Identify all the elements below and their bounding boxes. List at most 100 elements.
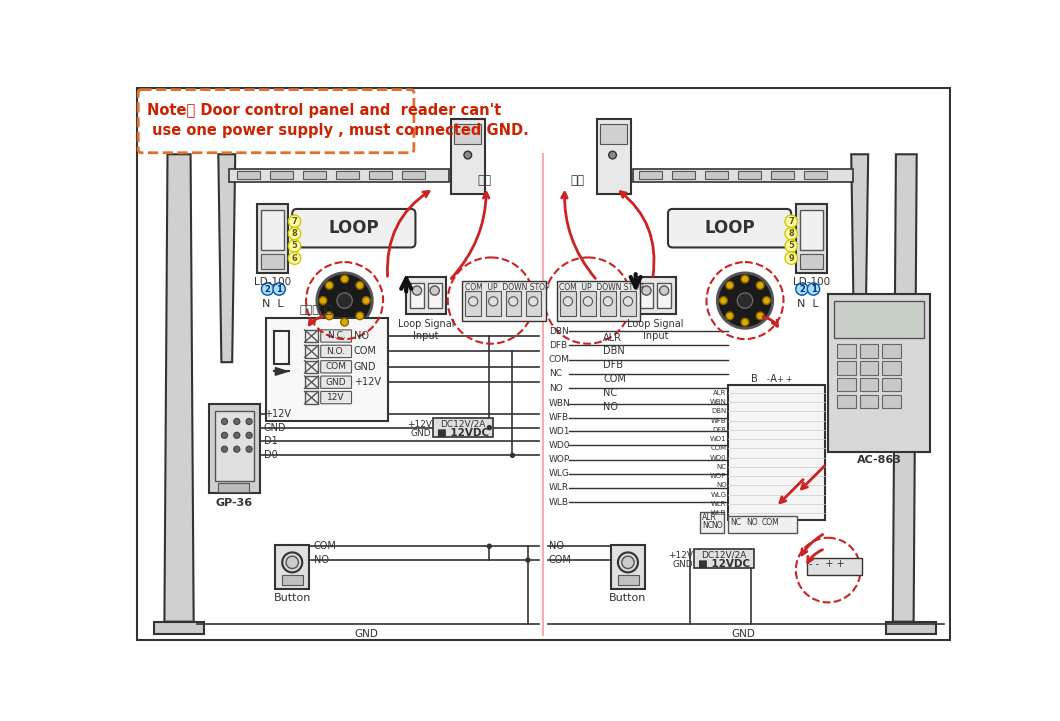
Bar: [485, 291, 501, 316]
Bar: [600, 124, 628, 143]
Text: Loop Signal
Input: Loop Signal Input: [398, 319, 455, 342]
Bar: [860, 379, 878, 392]
Text: 5: 5: [292, 242, 298, 250]
Text: NO: NO: [549, 541, 564, 552]
Bar: [526, 291, 541, 316]
Bar: [428, 283, 442, 308]
Bar: [672, 171, 695, 179]
Text: WLR: WLR: [549, 483, 569, 492]
Circle shape: [412, 286, 422, 295]
Bar: [462, 280, 546, 321]
Bar: [304, 392, 318, 404]
Text: NO: NO: [549, 384, 563, 393]
Text: DFB: DFB: [603, 360, 623, 371]
Bar: [657, 283, 671, 308]
Polygon shape: [164, 154, 194, 622]
Text: +12V: +12V: [264, 409, 290, 419]
Text: NO: NO: [354, 331, 369, 341]
Bar: [434, 417, 493, 437]
Bar: [276, 544, 310, 589]
Circle shape: [622, 556, 634, 569]
Text: COM: COM: [710, 446, 726, 451]
Bar: [597, 119, 631, 195]
Text: NO: NO: [711, 521, 723, 530]
Text: COM  UP  DOWN STOP: COM UP DOWN STOP: [560, 283, 644, 292]
Text: N  L: N L: [262, 299, 284, 309]
Bar: [303, 171, 326, 179]
Text: Loop Signal
Input: Loop Signal Input: [628, 319, 684, 342]
Bar: [796, 203, 827, 273]
Text: 6: 6: [292, 254, 298, 262]
Text: COM: COM: [549, 555, 571, 565]
Text: LD-100: LD-100: [253, 278, 290, 288]
Circle shape: [785, 215, 797, 227]
Text: COM: COM: [354, 346, 376, 356]
Bar: [406, 278, 446, 314]
Text: - -  + +: - - + +: [809, 559, 845, 570]
Text: - - + +: - - + +: [766, 375, 792, 384]
Circle shape: [808, 283, 819, 295]
Circle shape: [262, 283, 273, 295]
Bar: [236, 171, 260, 179]
Text: DBN: DBN: [603, 346, 625, 356]
Text: ■ 12VDC: ■ 12VDC: [437, 428, 490, 438]
Text: use one power supply , must connected GND.: use one power supply , must connected GN…: [147, 123, 529, 138]
Bar: [229, 169, 448, 182]
Bar: [738, 171, 761, 179]
Bar: [560, 291, 576, 316]
Text: NO: NO: [314, 555, 329, 565]
Bar: [828, 294, 930, 452]
Text: +12V: +12V: [407, 420, 431, 429]
Text: AC-863: AC-863: [856, 454, 901, 464]
Bar: [636, 278, 675, 314]
FancyBboxPatch shape: [321, 345, 352, 358]
Circle shape: [356, 281, 364, 289]
Bar: [304, 329, 318, 342]
Text: NC: NC: [549, 369, 562, 379]
Text: WD1: WD1: [549, 427, 570, 436]
Text: GND: GND: [354, 362, 376, 372]
Text: WD1: WD1: [710, 436, 726, 442]
Text: WOP: WOP: [549, 456, 570, 464]
Bar: [218, 483, 249, 492]
Circle shape: [583, 297, 593, 306]
Circle shape: [726, 281, 734, 289]
Circle shape: [464, 151, 472, 159]
Text: GND: GND: [411, 429, 431, 438]
Text: COM: COM: [314, 541, 337, 552]
Text: D1: D1: [264, 436, 278, 446]
Circle shape: [288, 215, 301, 227]
Text: NO: NO: [716, 482, 726, 488]
Bar: [620, 291, 636, 316]
Polygon shape: [851, 154, 868, 362]
Text: COM: COM: [761, 518, 779, 527]
Circle shape: [741, 275, 748, 283]
Text: Button: Button: [273, 593, 311, 603]
Text: ALR: ALR: [713, 390, 726, 396]
Text: GND: GND: [354, 629, 378, 639]
Text: WLG: WLG: [710, 492, 726, 497]
Text: NC: NC: [603, 388, 617, 398]
Circle shape: [288, 227, 301, 240]
Circle shape: [603, 297, 613, 306]
Bar: [728, 385, 825, 520]
Circle shape: [246, 446, 252, 452]
Bar: [837, 395, 855, 408]
Text: Note： Door control panel and  reader can't: Note： Door control panel and reader can'…: [147, 103, 501, 118]
Circle shape: [489, 297, 498, 306]
Text: 7: 7: [292, 217, 298, 226]
Circle shape: [741, 318, 748, 326]
Circle shape: [785, 227, 797, 240]
Circle shape: [618, 552, 638, 572]
Text: WFB: WFB: [711, 417, 726, 424]
Bar: [860, 361, 878, 374]
Circle shape: [246, 418, 252, 425]
Bar: [805, 171, 828, 179]
Text: 9: 9: [789, 254, 794, 262]
Circle shape: [282, 552, 302, 572]
Bar: [728, 516, 797, 533]
Bar: [700, 512, 724, 533]
Text: LOOP: LOOP: [704, 219, 755, 237]
Text: 道闸: 道闸: [477, 174, 491, 187]
Text: 道闸: 道闸: [570, 174, 584, 187]
